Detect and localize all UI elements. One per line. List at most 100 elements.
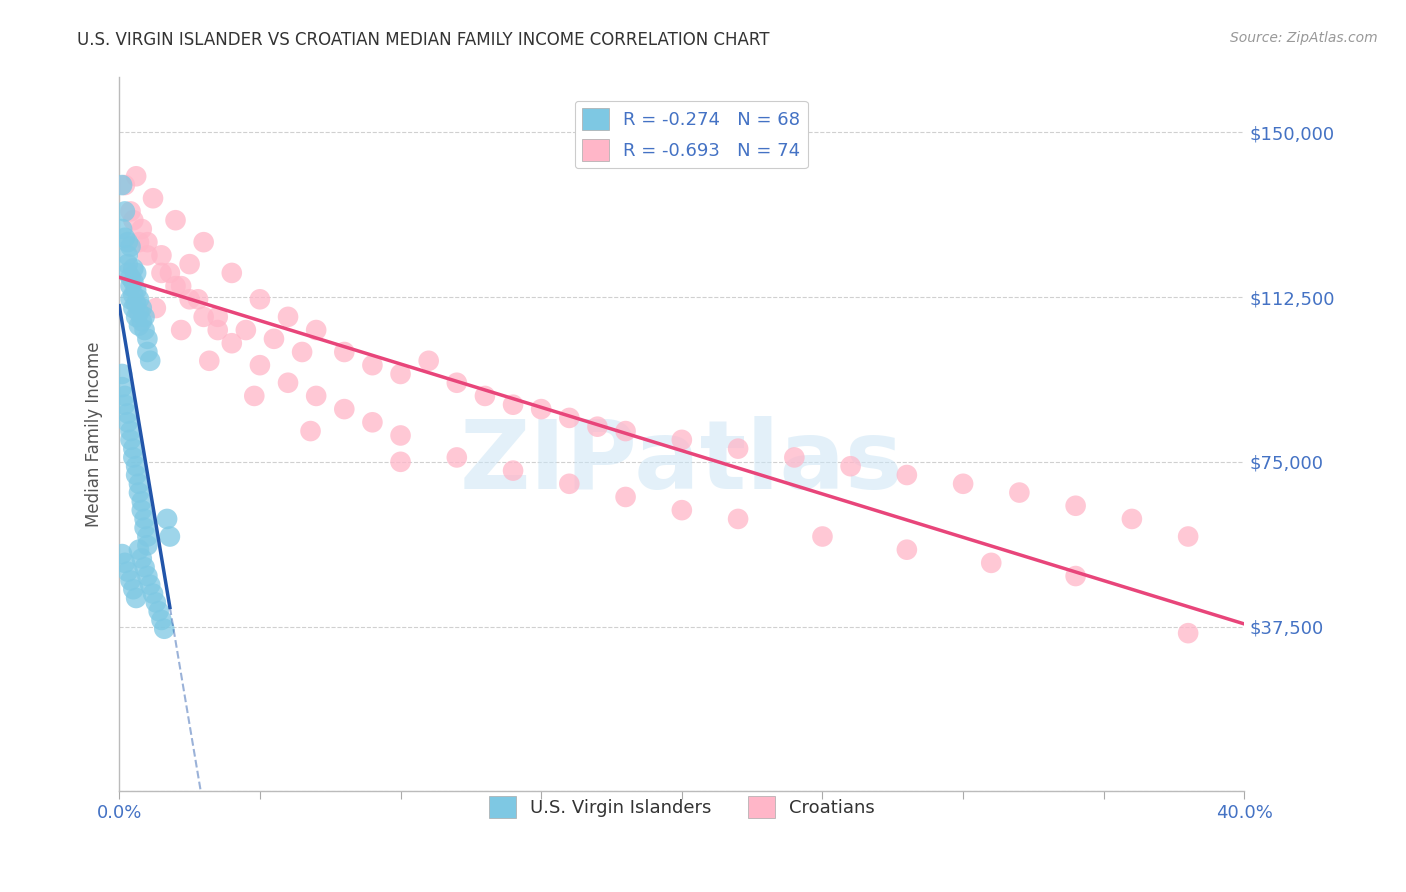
Point (1064, 569, 1087, 583)
Point (305, 389, 328, 403)
Point (614, 424, 637, 438)
Point (125, 591, 148, 605)
Point (136, 538, 159, 552)
Text: ZIPatlas: ZIPatlas (460, 417, 904, 509)
Point (134, 323, 156, 337)
Point (198, 353, 221, 368)
Point (418, 353, 440, 368)
Point (131, 551, 153, 566)
Point (811, 529, 834, 543)
Point (159, 266, 181, 280)
Point (389, 367, 412, 381)
Point (1177, 626, 1199, 640)
Point (361, 415, 384, 429)
Point (1177, 529, 1199, 543)
Point (150, 266, 173, 280)
Point (117, 565, 139, 579)
Point (128, 485, 150, 500)
Point (783, 450, 806, 465)
Point (120, 270, 142, 285)
Text: Source: ZipAtlas.com: Source: ZipAtlas.com (1230, 31, 1378, 45)
Point (114, 398, 136, 412)
Point (187, 293, 209, 307)
Point (111, 222, 134, 236)
Point (148, 604, 170, 618)
Point (980, 556, 1002, 570)
Point (614, 490, 637, 504)
Point (1008, 485, 1031, 500)
Point (128, 293, 150, 307)
Point (125, 284, 148, 298)
Point (120, 279, 142, 293)
Point (136, 345, 159, 359)
Point (389, 455, 412, 469)
Point (136, 248, 159, 262)
Point (305, 323, 328, 337)
Point (120, 204, 142, 219)
Point (120, 574, 142, 588)
Point (474, 389, 496, 403)
Point (122, 301, 145, 315)
Point (125, 310, 148, 324)
Point (131, 494, 153, 508)
Point (671, 503, 693, 517)
Point (207, 310, 229, 324)
Point (389, 428, 412, 442)
Point (727, 442, 749, 456)
Point (131, 503, 153, 517)
Point (1064, 499, 1087, 513)
Point (111, 178, 134, 192)
Point (122, 275, 145, 289)
Point (446, 450, 468, 465)
Point (299, 424, 322, 438)
Point (111, 547, 134, 561)
Point (114, 389, 136, 403)
Point (120, 433, 142, 447)
Point (142, 191, 165, 205)
Point (139, 353, 162, 368)
Point (114, 204, 136, 219)
Point (128, 318, 150, 333)
Point (111, 380, 134, 394)
Point (277, 310, 299, 324)
Point (333, 402, 356, 417)
Point (263, 332, 285, 346)
Point (165, 213, 187, 227)
Point (136, 332, 159, 346)
Point (221, 266, 243, 280)
Point (896, 542, 918, 557)
Point (361, 358, 384, 372)
Point (727, 512, 749, 526)
Point (136, 529, 159, 543)
Point (150, 248, 173, 262)
Point (134, 560, 156, 574)
Point (114, 556, 136, 570)
Point (122, 261, 145, 276)
Point (153, 622, 176, 636)
Point (122, 213, 145, 227)
Point (120, 239, 142, 253)
Point (145, 595, 167, 609)
Point (179, 257, 201, 271)
Point (136, 569, 159, 583)
Point (558, 410, 581, 425)
Point (128, 305, 150, 319)
Point (839, 459, 862, 474)
Point (952, 476, 974, 491)
Point (117, 407, 139, 421)
Point (131, 301, 153, 315)
Point (122, 582, 145, 597)
Point (125, 468, 148, 483)
Point (221, 336, 243, 351)
Point (671, 433, 693, 447)
Point (122, 450, 145, 465)
Point (125, 169, 148, 184)
Point (235, 323, 257, 337)
Text: U.S. VIRGIN ISLANDER VS CROATIAN MEDIAN FAMILY INCOME CORRELATION CHART: U.S. VIRGIN ISLANDER VS CROATIAN MEDIAN … (77, 31, 770, 49)
Point (125, 459, 148, 474)
Point (145, 301, 167, 315)
Point (117, 415, 139, 429)
Point (586, 419, 609, 434)
Point (142, 586, 165, 600)
Point (114, 231, 136, 245)
